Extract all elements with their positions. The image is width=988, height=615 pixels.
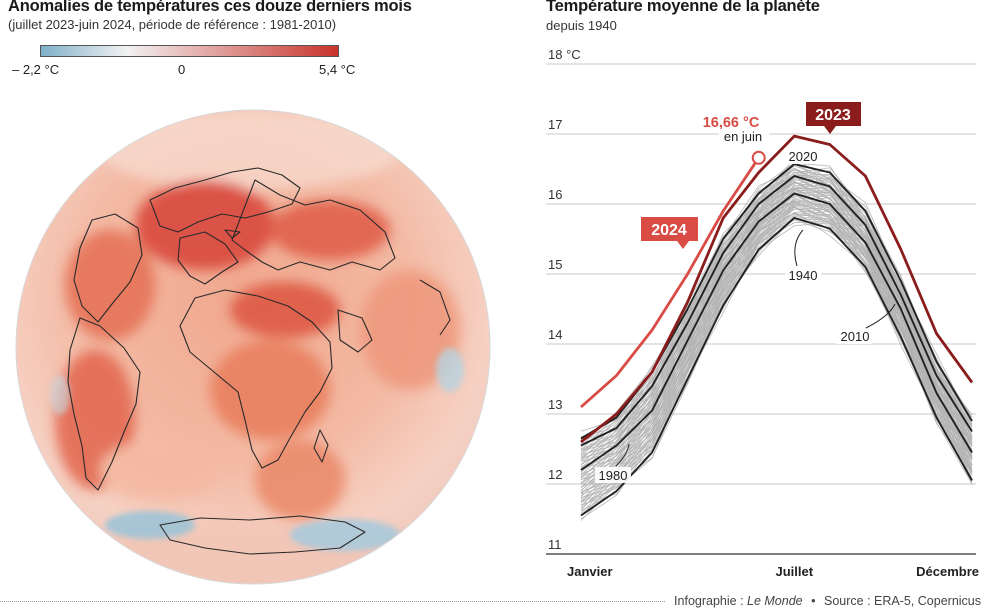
arrow-1980 <box>615 443 630 467</box>
y-tick-label: 14 <box>548 327 562 342</box>
footer-credits: Infographie : Le Monde • Source : ERA-5,… <box>674 594 981 608</box>
background-year-line <box>580 183 973 462</box>
background-year-line <box>580 165 973 444</box>
background-year-line <box>580 202 973 488</box>
temperature-anomaly-globe <box>15 109 491 585</box>
background-year-line <box>580 205 973 492</box>
label-2010: 2010 <box>841 329 870 344</box>
series-line-1980 <box>580 192 973 471</box>
x-tick-label: Juillet <box>775 564 813 579</box>
footer-publisher: Le Monde <box>747 594 803 608</box>
label-2020: 2020 <box>789 149 818 164</box>
label-2023: 2023 <box>815 107 851 124</box>
arrow-2010 <box>865 303 896 329</box>
footer-source: Source : ERA-5, Copernicus <box>823 594 981 608</box>
chart-title: Température moyenne de la planète <box>546 0 820 15</box>
scale-max-label: 5,4 °C <box>319 62 356 77</box>
y-tick-label: 17 <box>548 117 562 132</box>
series-line-2023 <box>580 134 974 444</box>
y-tick-label: 12 <box>548 467 562 482</box>
footer-separator: • <box>811 594 816 608</box>
background-year-line <box>580 208 973 497</box>
background-year-line <box>580 222 973 516</box>
chart-annotations: 16,66 °C en juin 2024 2023 2020 1940 201… <box>595 102 896 483</box>
map-title: Anomalies de températures ces douze dern… <box>8 0 412 15</box>
footer-dotted-rule <box>0 601 665 602</box>
x-tick-labels: Janvier Juillet Décembre <box>567 564 979 579</box>
y-tick-label: 16 <box>548 187 562 202</box>
chart-subtitle: depuis 1940 <box>546 18 617 33</box>
y-tick-label: 15 <box>548 257 562 272</box>
y-tick-label: 13 <box>548 397 562 412</box>
y-tick-labels: 11 12 13 14 15 16 17 18 °C <box>548 47 581 552</box>
badge-2023 <box>806 102 861 134</box>
background-year-line <box>580 179 973 457</box>
scale-zero-label: 0 <box>178 62 186 77</box>
background-year-line <box>580 200 973 484</box>
scale-min-label: – 2,2 °C <box>12 62 60 77</box>
badge-2024 <box>641 217 698 249</box>
y-tick-label: 11 <box>548 537 562 552</box>
value-2024-note: en juin <box>724 129 762 144</box>
value-2024-label: 16,66 °C <box>703 115 760 131</box>
label-1940: 1940 <box>789 268 818 283</box>
label-2024: 2024 <box>651 222 687 239</box>
series-line-2024 <box>580 157 760 409</box>
series-line-1940 <box>580 217 973 517</box>
map-subtitle: (juillet 2023-juin 2024, période de réfé… <box>8 17 337 32</box>
temperature-line-chart: 11 12 13 14 15 16 17 18 °C Janvier Juillet Décemb… <box>546 47 979 579</box>
series-line-2010 <box>580 175 973 447</box>
label-1980: 1980 <box>599 468 628 483</box>
highlighted-series-lines <box>580 134 974 517</box>
y-tick-label: 18 °C <box>548 47 581 62</box>
background-year-line <box>580 197 973 481</box>
arrow-1940 <box>794 229 804 267</box>
color-scale-bar <box>40 45 339 57</box>
x-tick-label: Décembre <box>916 564 979 579</box>
footer-infographie-prefix: Infographie : <box>674 594 748 608</box>
background-year-line <box>580 194 973 478</box>
marker-2024-june <box>751 150 766 165</box>
x-tick-label: Janvier <box>567 564 613 579</box>
background-year-line <box>580 210 973 500</box>
